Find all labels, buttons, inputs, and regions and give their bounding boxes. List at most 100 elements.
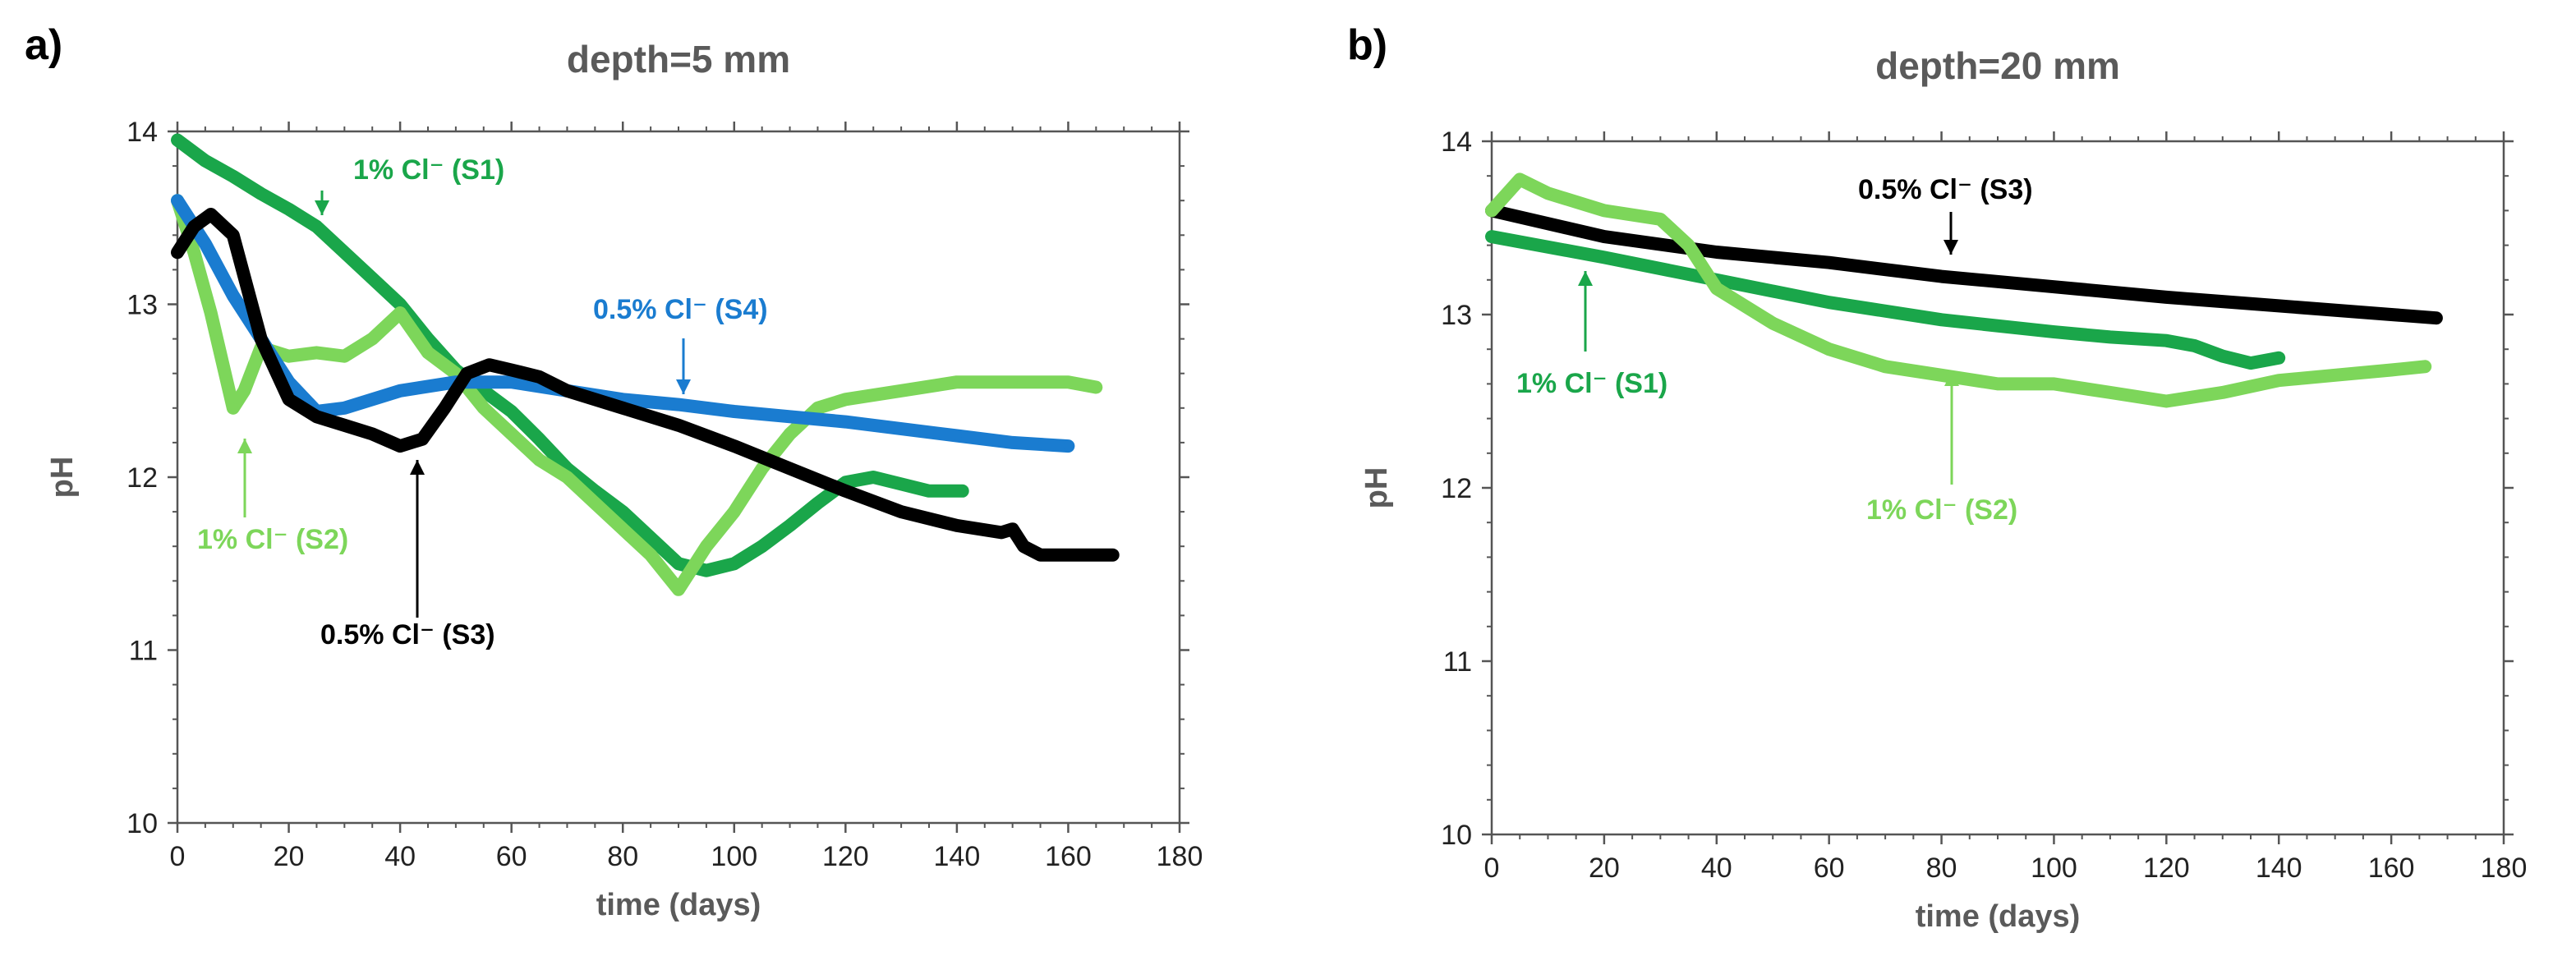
x-axis-label: time (days) bbox=[1916, 899, 2081, 934]
data-point bbox=[2049, 379, 2059, 389]
x-tick-label: 80 bbox=[607, 841, 638, 872]
data-point bbox=[1035, 549, 1046, 560]
data-point bbox=[1880, 361, 1891, 372]
data-point bbox=[484, 360, 494, 370]
data-point bbox=[2189, 341, 2200, 351]
data-point bbox=[674, 420, 683, 430]
x-axis-label: time (days) bbox=[596, 888, 761, 922]
data-point bbox=[462, 368, 472, 379]
data-point bbox=[618, 507, 628, 517]
data-point bbox=[1768, 318, 1778, 329]
data-point bbox=[339, 351, 350, 361]
data-point bbox=[2217, 387, 2228, 398]
x-tick-label: 0 bbox=[1484, 853, 1500, 884]
annotation-arrow-head bbox=[676, 379, 691, 394]
annotation-arrow-head bbox=[237, 439, 252, 453]
data-point bbox=[951, 430, 962, 441]
data-point bbox=[189, 247, 200, 258]
data-point bbox=[701, 541, 711, 552]
y-tick-label: 13 bbox=[126, 290, 158, 321]
data-point bbox=[1711, 283, 1722, 294]
annotation-label: 0.5% Cl⁻ (S3) bbox=[1858, 174, 2033, 205]
data-point bbox=[868, 472, 879, 482]
data-point bbox=[2274, 301, 2284, 311]
x-tick-label: 60 bbox=[496, 841, 527, 872]
annotation-label: 1% Cl⁻ (S1) bbox=[353, 154, 504, 186]
data-point bbox=[729, 407, 739, 416]
data-point bbox=[395, 385, 406, 396]
data-point bbox=[812, 498, 823, 508]
data-point bbox=[172, 247, 182, 258]
data-point bbox=[200, 238, 210, 249]
data-point bbox=[228, 171, 238, 182]
data-point bbox=[1007, 524, 1018, 535]
data-point bbox=[1824, 297, 1834, 308]
x-tick-label: 40 bbox=[1701, 853, 1732, 884]
data-point bbox=[1487, 232, 1497, 242]
x-tick-label: 140 bbox=[2256, 853, 2302, 884]
data-point bbox=[951, 520, 962, 531]
data-point bbox=[618, 402, 628, 413]
annotation-label: 0.5% Cl⁻ (S3) bbox=[320, 619, 495, 650]
data-point bbox=[2161, 335, 2172, 346]
data-point bbox=[172, 135, 182, 145]
data-point bbox=[784, 411, 795, 422]
data-point bbox=[2104, 387, 2115, 398]
data-point bbox=[1107, 549, 1118, 560]
data-point bbox=[951, 377, 962, 388]
data-point bbox=[172, 195, 182, 206]
data-point bbox=[729, 558, 739, 569]
data-point bbox=[367, 273, 378, 283]
data-point bbox=[2274, 352, 2284, 363]
data-point bbox=[840, 394, 851, 405]
y-tick-label: 10 bbox=[1441, 820, 1472, 851]
x-tick-label: 180 bbox=[2481, 853, 2528, 884]
data-point bbox=[311, 347, 322, 358]
data-point bbox=[924, 485, 934, 496]
panel-letter: b) bbox=[1347, 21, 1387, 69]
data-point bbox=[255, 333, 266, 344]
data-point bbox=[506, 407, 517, 416]
data-point bbox=[618, 524, 628, 535]
data-point bbox=[1936, 315, 1947, 325]
x-tick-label: 80 bbox=[1926, 853, 1957, 884]
data-point bbox=[784, 463, 795, 474]
y-axis-label: pH bbox=[45, 457, 80, 499]
data-point bbox=[1655, 214, 1666, 224]
annotation-label: 1% Cl⁻ (S1) bbox=[1516, 368, 1668, 399]
annotation-arrow-head bbox=[1944, 371, 1959, 386]
data-point bbox=[784, 520, 795, 531]
data-point bbox=[339, 402, 350, 413]
data-point bbox=[1936, 271, 1947, 282]
y-tick-label: 11 bbox=[1443, 646, 1472, 678]
data-point bbox=[283, 204, 294, 214]
data-point bbox=[417, 434, 428, 444]
data-point bbox=[812, 402, 823, 413]
x-tick-label: 0 bbox=[170, 841, 186, 872]
data-point bbox=[896, 507, 907, 517]
data-point bbox=[200, 155, 210, 166]
x-tick-label: 100 bbox=[711, 841, 757, 872]
chart-b: b) depth=20 mm 0 20 40 60 80 100 120 140 160 180 10 1… bbox=[1347, 21, 2527, 934]
panel-letter: a) bbox=[25, 21, 62, 69]
data-point bbox=[674, 584, 683, 595]
data-point bbox=[311, 411, 322, 422]
data-point bbox=[1936, 370, 1947, 380]
data-point bbox=[255, 188, 266, 199]
data-point bbox=[205, 308, 216, 318]
data-point bbox=[1007, 437, 1018, 448]
data-point bbox=[478, 402, 489, 413]
y-tick-label: 10 bbox=[126, 808, 158, 839]
data-point bbox=[395, 441, 406, 452]
y-tick-label: 12 bbox=[1441, 473, 1472, 504]
data-point bbox=[1598, 232, 1609, 242]
chart-a: a) depth=5 mm 0 20 40 60 80 100 120 140 160 180 10 11… bbox=[25, 21, 1203, 922]
data-point bbox=[996, 527, 1007, 538]
data-point bbox=[189, 221, 200, 232]
annotation-arrow-head bbox=[315, 200, 329, 215]
x-tick-label: 60 bbox=[1814, 853, 1845, 884]
data-point bbox=[1063, 549, 1074, 560]
x-tick-label: 160 bbox=[2368, 853, 2415, 884]
y-tick-label: 14 bbox=[1441, 126, 1472, 158]
data-point bbox=[506, 377, 517, 388]
